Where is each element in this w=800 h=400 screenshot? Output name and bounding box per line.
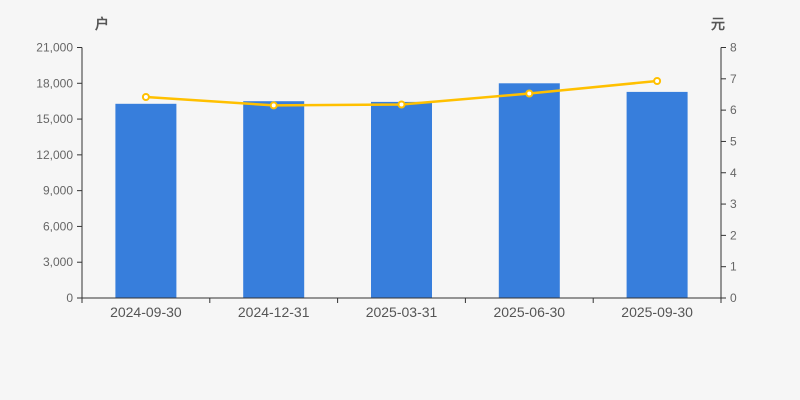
left-axis-tick-label: 3,000 <box>43 255 73 269</box>
right-axis-unit: 元 <box>711 16 725 32</box>
bar-2024-12-31[interactable] <box>243 101 305 298</box>
left-axis-tick-label: 12,000 <box>36 148 73 162</box>
x-axis-label: 2025-06-30 <box>493 304 565 320</box>
right-axis-tick-label: 0 <box>730 291 737 305</box>
x-axis-label: 2025-09-30 <box>621 304 693 320</box>
line-point-2024-09-30[interactable] <box>141 93 150 101</box>
right-axis-tick-label: 8 <box>730 41 737 55</box>
left-axis-tick-label: 9,000 <box>43 184 73 198</box>
bar-2025-03-31[interactable] <box>371 101 432 299</box>
bar-2025-09-30[interactable] <box>626 91 688 299</box>
right-axis-tick-label: 3 <box>730 197 737 211</box>
left-axis-unit: 户 <box>95 16 109 32</box>
left-axis-tick-label: 18,000 <box>36 76 73 90</box>
right-axis-tick-label: 2 <box>730 228 737 242</box>
x-axis-label: 2024-12-31 <box>238 304 310 320</box>
line-point-2025-09-30[interactable] <box>653 77 662 85</box>
right-axis-tick-label: 6 <box>730 103 737 117</box>
right-axis-tick-label: 5 <box>730 134 737 148</box>
line-point-2024-12-31[interactable] <box>269 101 278 110</box>
left-axis-tick-label: 15,000 <box>36 112 73 126</box>
left-axis-tick-label: 21,000 <box>36 41 73 55</box>
line-point-2025-03-31[interactable] <box>397 100 406 109</box>
right-axis-tick-label: 1 <box>730 260 737 274</box>
right-axis-tick-label: 7 <box>730 72 737 86</box>
left-axis-tick-label: 0 <box>66 291 73 305</box>
bar-2025-06-30[interactable] <box>498 83 560 298</box>
right-axis-tick-label: 4 <box>730 166 737 180</box>
line-point-2025-06-30[interactable] <box>525 89 534 98</box>
left-axis-tick-label: 6,000 <box>43 219 73 233</box>
bar-2024-09-30[interactable] <box>115 103 177 298</box>
x-axis-label: 2024-09-30 <box>110 304 182 320</box>
x-axis-label: 2025-03-31 <box>366 304 438 320</box>
